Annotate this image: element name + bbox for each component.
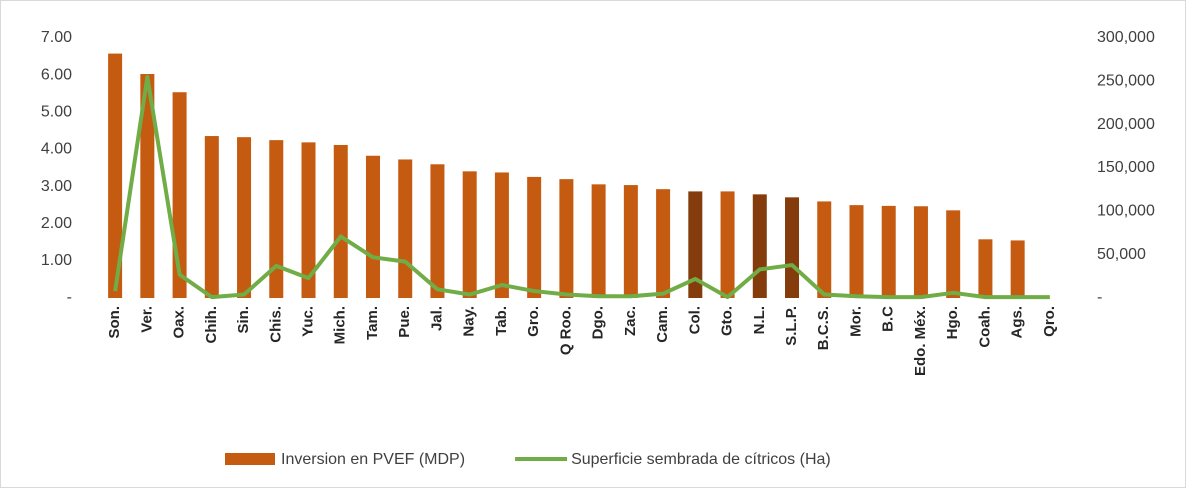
x-tick-label: Tab. [493,306,510,336]
y2-tick-label: 200,000 [1097,116,1155,133]
line [113,75,1050,300]
x-tick-label: Mich. [332,306,349,344]
x-tick-label: Coah. [976,306,993,348]
y-tick-label: 6.00 [41,66,72,83]
bar [237,137,252,298]
legend-label: Superficie sembrada de cítricos (Ha) [571,451,831,468]
bar [752,194,767,298]
x-tick-label: B.C.S. [815,306,832,350]
y2-tick-label: - [1097,289,1102,306]
x-tick-label: Yuc. [299,306,316,337]
y-tick-label: 3.00 [41,178,72,195]
bar [559,179,574,298]
x-tick-label: Sin. [235,306,252,334]
x-tick-label: Ver. [138,306,155,333]
bar [269,140,284,298]
bar [978,239,993,298]
x-tick-label: Nay. [461,306,478,337]
bar [462,171,477,298]
x-tick-label: Ags. [1009,306,1026,339]
bar [623,185,638,298]
x-tick-label: Dgo. [590,306,607,339]
bar [785,197,800,298]
bar [108,53,123,298]
y-tick-label: 4.00 [41,141,72,158]
y-tick-label: - [67,289,72,306]
x-tick-label: Chis. [267,306,284,343]
bar [527,176,542,298]
bar [913,206,928,298]
bar [591,184,606,298]
bar [656,189,671,298]
legend-swatch [225,453,275,465]
x-tick-label: Gro. [525,306,542,337]
x-tick-label: Pue. [396,306,413,338]
x-tick-label: Col. [686,306,703,334]
bar [430,164,445,298]
y-tick-label: 7.00 [41,29,72,46]
y-tick-label: 2.00 [41,215,72,232]
x-tick-label: Cam. [654,306,671,343]
y-tick-label: 5.00 [41,104,72,121]
bar [817,201,832,298]
y2-tick-label: 100,000 [1097,203,1155,220]
bar [301,142,316,298]
x-tick-label: Zac. [622,306,639,336]
x-tick-label: Q Roo. [557,306,574,355]
bar [881,205,896,298]
bar [494,172,509,298]
x-tick-label: Gto. [719,306,736,336]
x-tick-label: B.C [880,306,897,332]
y2-tick-label: 250,000 [1097,73,1155,90]
bar [688,191,703,298]
bar [204,136,219,298]
x-tick-label: Jal. [428,306,445,331]
bar [398,159,413,298]
y2-tick-label: 50,000 [1097,246,1146,263]
x-tick-label: Chih. [203,306,220,344]
legend-label: Inversion en PVEF (MDP) [281,451,465,468]
x-tick-label: Hgo. [944,306,961,339]
bar [365,155,380,298]
x-tick-label: Edo. Méx. [912,306,929,376]
bar [946,210,961,298]
y2-tick-label: 150,000 [1097,159,1155,176]
y2-tick-label: 300,000 [1097,29,1155,46]
bar [720,191,735,298]
x-tick-label: N.L. [751,306,768,334]
bar [1010,240,1025,298]
bar [333,144,348,298]
x-tick-label: Oax. [171,306,188,339]
x-tick-label: Tam. [364,306,381,340]
x-tick-label: Son. [106,306,123,339]
x-tick-label: Qro. [1041,306,1058,337]
x-tick-label: S.L.P. [783,306,800,346]
y-tick-label: 1.00 [41,252,72,269]
bar [140,74,155,299]
x-tick-label: Mor. [847,306,864,337]
bar [849,205,864,298]
